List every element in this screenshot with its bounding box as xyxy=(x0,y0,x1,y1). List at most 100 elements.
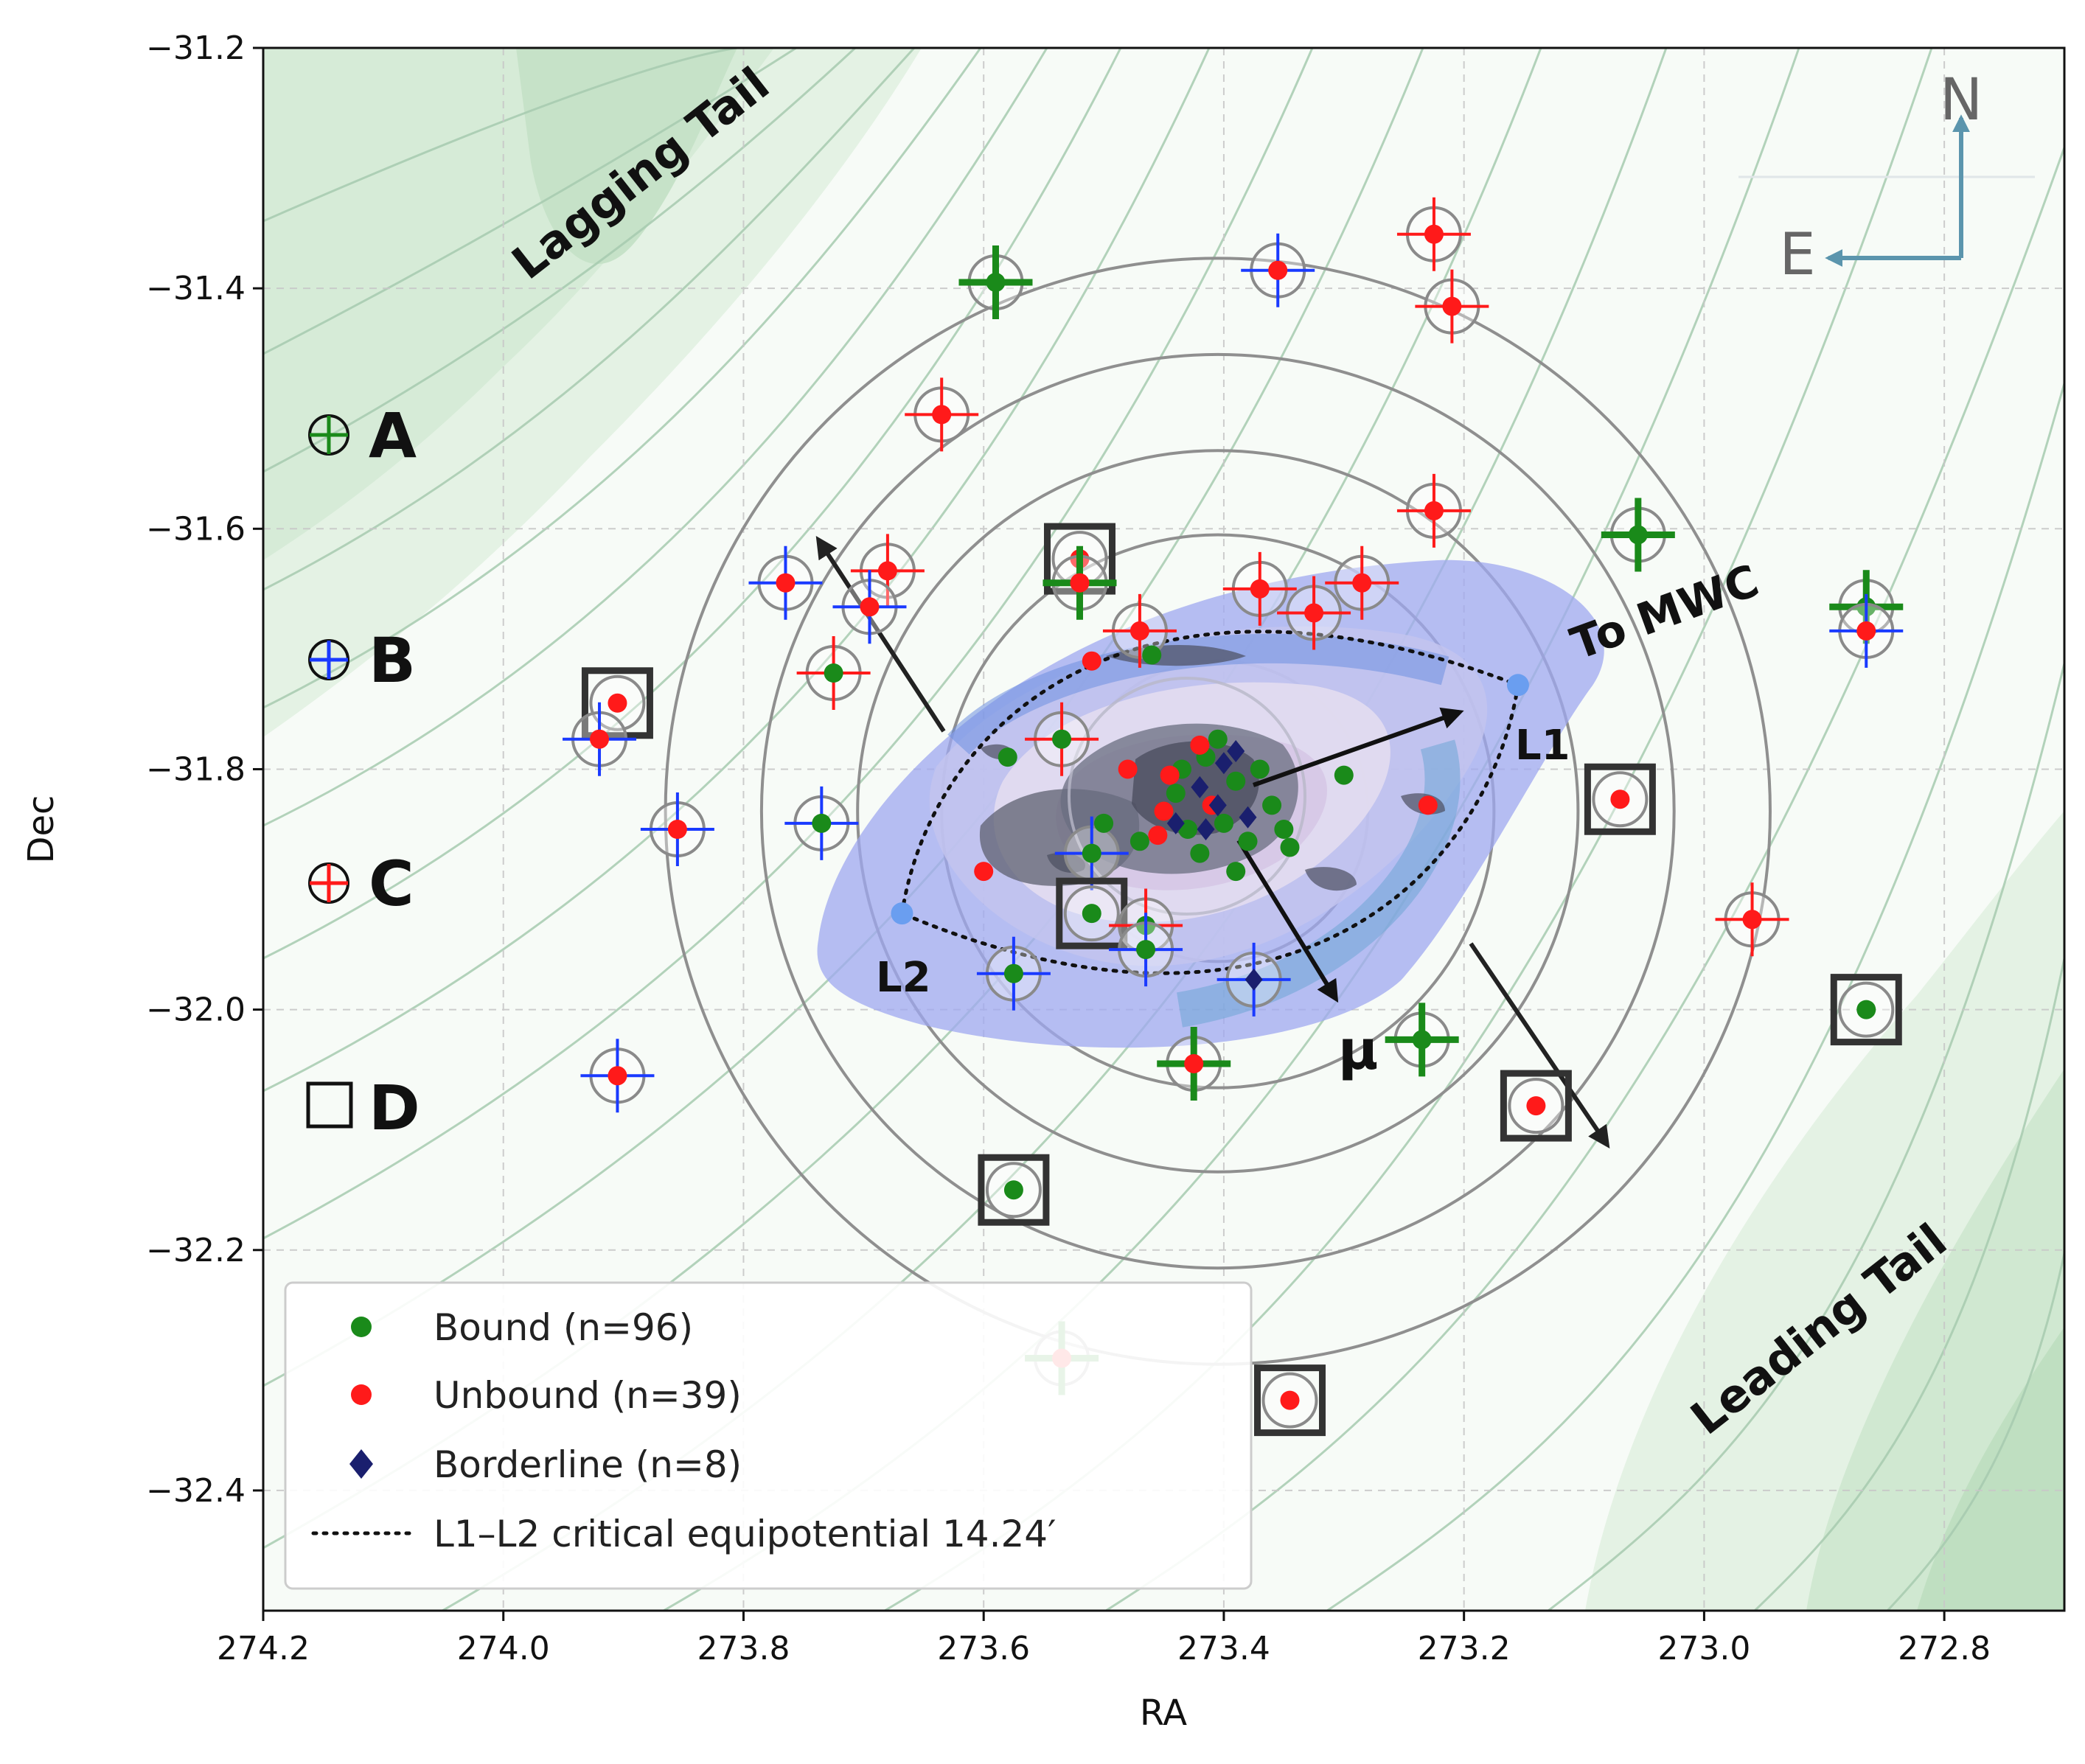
outer-star xyxy=(796,636,871,710)
key-a-label: A xyxy=(369,400,417,472)
compass-north: N xyxy=(1940,67,1983,133)
inner-bound-star xyxy=(1226,862,1246,882)
bound-star xyxy=(986,273,1006,292)
y-axis-ticks: −31.2 −31.4 −31.6 −31.8 −32.0 −32.2 −32.4 xyxy=(146,29,263,1510)
outer-star xyxy=(905,377,979,452)
y-tick-label: −31.4 xyxy=(146,270,246,307)
inner-bound-star xyxy=(1190,843,1210,863)
inner-borderline-star xyxy=(1214,752,1233,775)
outer-star xyxy=(1830,974,1902,1046)
outer-star xyxy=(1396,197,1471,271)
inner-bound-star xyxy=(998,747,1017,767)
key-c-symbol xyxy=(308,862,349,904)
mu-label: μ xyxy=(1338,1019,1378,1082)
inner-unbound-star xyxy=(1418,795,1438,815)
outer-star xyxy=(832,570,907,644)
x-tick-label: 273.0 xyxy=(1657,1630,1750,1667)
lagrange-point-l1 xyxy=(1506,674,1529,697)
bound-star xyxy=(824,663,843,683)
outer-star xyxy=(1277,576,1351,650)
outer-star xyxy=(976,936,1051,1011)
x-tick-label: 273.6 xyxy=(937,1630,1030,1667)
category-d-box xyxy=(581,667,653,739)
unbound-star xyxy=(1304,603,1324,623)
outer-star xyxy=(1157,1027,1231,1101)
inner-bound-star xyxy=(1214,813,1233,833)
inner-unbound-star xyxy=(1148,826,1168,846)
legend-borderline-marker xyxy=(349,1449,373,1479)
inner-bound-star xyxy=(1262,795,1282,815)
y-tick-label: −32.0 xyxy=(146,991,246,1029)
outer-star xyxy=(1109,913,1183,987)
inner-borderline-star xyxy=(1239,806,1257,829)
unbound-star xyxy=(1526,1096,1546,1116)
inner-bound-star xyxy=(1208,729,1228,749)
category-d-box xyxy=(1254,1364,1326,1437)
y-tick-label: −32.2 xyxy=(146,1232,246,1269)
outer-star xyxy=(581,667,653,739)
outer-star xyxy=(1715,882,1789,957)
outer-star xyxy=(1054,816,1129,890)
category-d-box xyxy=(1500,1070,1572,1142)
outer-star xyxy=(640,792,714,866)
unbound-star xyxy=(1610,789,1630,809)
outer-star xyxy=(1601,498,1675,572)
bound-star xyxy=(1003,1180,1023,1200)
aperture-circle xyxy=(759,352,1676,1270)
y-tick-label: −31.6 xyxy=(146,510,246,548)
lagrange-points xyxy=(891,674,1529,925)
inner-bound-star xyxy=(1280,837,1300,857)
inner-bound-star xyxy=(1094,813,1114,833)
unbound-star xyxy=(860,597,880,617)
legend-bound-marker xyxy=(351,1317,372,1337)
legend-equipotential-label: L1–L2 critical equipotential 14.24′ xyxy=(434,1513,1056,1555)
inner-bound-star xyxy=(1226,771,1246,791)
inner-borderline-star xyxy=(1191,775,1209,798)
inner-bound-star xyxy=(1238,832,1258,851)
y-tick-label: −31.2 xyxy=(146,29,246,67)
l1-label: L1 xyxy=(1515,722,1570,770)
outer-star xyxy=(748,545,823,620)
outer-star xyxy=(1415,269,1489,344)
outer-star xyxy=(978,1154,1050,1226)
outer-star xyxy=(784,786,859,860)
legend-unbound-label: Unbound (n=39) xyxy=(434,1374,742,1417)
outer-star xyxy=(1829,593,1904,668)
unbound-star xyxy=(1352,573,1372,593)
unbound-star xyxy=(1442,296,1462,316)
inner-bound-star xyxy=(1142,645,1162,665)
outer-star xyxy=(1254,1364,1326,1437)
outer-star xyxy=(1025,702,1099,776)
unbound-star xyxy=(1742,910,1762,930)
inner-bound-star xyxy=(1129,832,1149,851)
bound-star xyxy=(1082,904,1101,924)
x-tick-label: 273.8 xyxy=(697,1630,790,1667)
inner-unbound-star xyxy=(1154,801,1174,821)
key-b-label: B xyxy=(369,624,416,697)
x-tick-label: 273.4 xyxy=(1177,1630,1270,1667)
x-axis-label: RA xyxy=(1140,1692,1187,1734)
unbound-star xyxy=(1280,1390,1300,1410)
bound-star xyxy=(1003,963,1023,983)
inner-borderline-star xyxy=(1208,794,1227,817)
inner-unbound-star xyxy=(1082,651,1101,671)
unbound-star xyxy=(590,729,610,749)
legend-bound-label: Bound (n=96) xyxy=(434,1306,693,1349)
outer-star xyxy=(1385,1003,1459,1077)
l2-label: L2 xyxy=(876,954,931,1002)
y-tick-label: −32.4 xyxy=(146,1472,246,1510)
bound-star xyxy=(1082,843,1101,863)
unbound-star xyxy=(1184,1054,1204,1073)
aperture-circle xyxy=(856,449,1580,1174)
axes-frame xyxy=(262,46,2066,1612)
lagrange-point-l2 xyxy=(891,902,913,925)
unbound-star xyxy=(1250,579,1270,599)
inner-borderline-star xyxy=(1197,818,1215,840)
unbound-star xyxy=(1424,224,1444,244)
inner-bound-star xyxy=(1166,784,1186,803)
key-b-symbol xyxy=(308,639,349,680)
x-tick-label: 272.8 xyxy=(1898,1630,1991,1667)
category-d-box xyxy=(1056,877,1128,949)
stream-contours xyxy=(263,48,2064,1611)
x-tick-label: 273.2 xyxy=(1418,1630,1511,1667)
